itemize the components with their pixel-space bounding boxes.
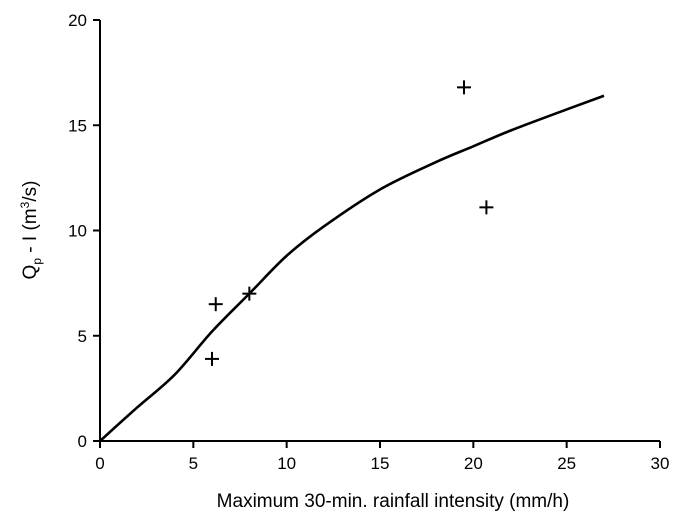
x-tick-label: 25 [557, 454, 576, 473]
scatter-point [242, 286, 257, 301]
scatter-point [457, 80, 471, 95]
y-tick-label: 5 [78, 327, 87, 346]
x-tick-label: 30 [651, 454, 670, 473]
x-axis-title: Maximum 30-min. rainfall intensity (mm/h… [217, 491, 570, 512]
scatter-point [205, 351, 219, 366]
y-tick-label: 20 [68, 11, 87, 30]
x-tick-label: 5 [189, 454, 198, 473]
y-ticks: 0 5 10 15 20 [68, 11, 100, 451]
y-axis-title: Qp - I (m3/s) [18, 181, 44, 280]
scatter-point [208, 297, 223, 312]
y-axis-title-tail: /s) [20, 181, 41, 202]
scatter-point [479, 200, 494, 215]
fitted-curve-layer [99, 94, 605, 442]
x-ticks: 0 5 10 15 20 25 30 [95, 441, 669, 473]
y-tick-label: 10 [68, 222, 87, 241]
x-tick-label: 10 [277, 454, 296, 473]
y-tick-label: 0 [78, 432, 87, 451]
y-axis-title-q: Q [20, 265, 41, 280]
x-tick-label: 15 [371, 454, 390, 473]
y-axis-title-sup: 3 [18, 201, 32, 208]
y-axis-title-sub: p [30, 258, 44, 265]
points-layer [205, 80, 494, 366]
x-tick-label: 0 [95, 454, 104, 473]
x-tick-label: 20 [464, 454, 483, 473]
y-axis-title-mid: - I (m [20, 208, 41, 258]
axes [99, 20, 660, 442]
y-tick-label: 15 [68, 116, 87, 135]
fitted-curve [99, 94, 605, 442]
